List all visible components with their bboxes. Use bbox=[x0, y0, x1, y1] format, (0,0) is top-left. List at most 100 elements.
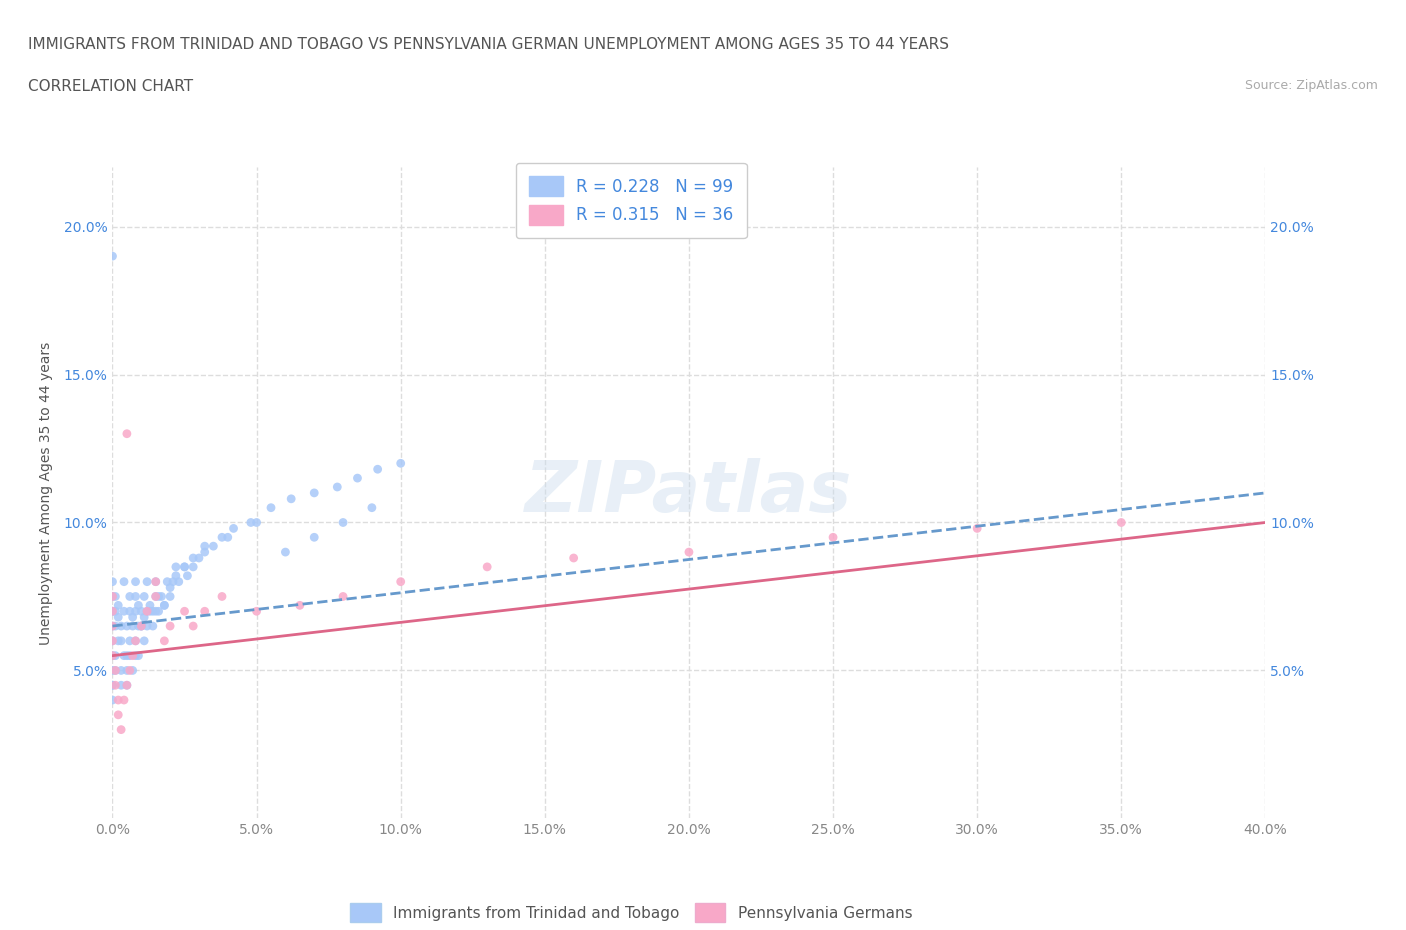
Text: Source: ZipAtlas.com: Source: ZipAtlas.com bbox=[1244, 79, 1378, 92]
Point bbox=[239, 515, 262, 530]
Point bbox=[821, 530, 844, 545]
Point bbox=[101, 604, 124, 618]
Point bbox=[136, 604, 159, 618]
Point bbox=[360, 500, 382, 515]
Point bbox=[127, 618, 149, 633]
Point bbox=[121, 648, 143, 663]
Point bbox=[134, 633, 156, 648]
Point bbox=[115, 426, 138, 441]
Point bbox=[153, 598, 176, 613]
Point bbox=[194, 545, 217, 560]
Point bbox=[112, 604, 135, 618]
Point bbox=[121, 618, 143, 633]
Point bbox=[217, 530, 239, 545]
Point bbox=[115, 678, 138, 693]
Point bbox=[1111, 515, 1133, 530]
Point bbox=[115, 618, 138, 633]
Point bbox=[145, 574, 167, 589]
Point bbox=[101, 633, 124, 648]
Point bbox=[112, 648, 135, 663]
Point bbox=[181, 551, 204, 565]
Point bbox=[304, 530, 326, 545]
Point bbox=[118, 589, 141, 604]
Point bbox=[110, 678, 132, 693]
Point bbox=[280, 491, 302, 506]
Point bbox=[173, 560, 195, 575]
Point bbox=[159, 589, 181, 604]
Point bbox=[101, 663, 124, 678]
Point bbox=[115, 648, 138, 663]
Point bbox=[127, 598, 149, 613]
Point bbox=[104, 604, 127, 618]
Point bbox=[150, 589, 173, 604]
Point bbox=[101, 574, 124, 589]
Point bbox=[332, 589, 354, 604]
Point bbox=[142, 604, 165, 618]
Point bbox=[129, 604, 153, 618]
Point bbox=[562, 551, 585, 565]
Point bbox=[104, 663, 127, 678]
Point bbox=[124, 633, 146, 648]
Point bbox=[139, 604, 162, 618]
Point bbox=[332, 515, 354, 530]
Point bbox=[101, 618, 124, 633]
Point bbox=[139, 598, 162, 613]
Y-axis label: Unemployment Among Ages 35 to 44 years: Unemployment Among Ages 35 to 44 years bbox=[38, 341, 52, 644]
Point bbox=[129, 618, 153, 633]
Point bbox=[101, 648, 124, 663]
Point bbox=[124, 589, 146, 604]
Point bbox=[104, 678, 127, 693]
Point bbox=[288, 598, 311, 613]
Text: IMMIGRANTS FROM TRINIDAD AND TOBAGO VS PENNSYLVANIA GERMAN UNEMPLOYMENT AMONG AG: IMMIGRANTS FROM TRINIDAD AND TOBAGO VS P… bbox=[28, 37, 949, 52]
Point bbox=[124, 633, 146, 648]
Point bbox=[145, 604, 167, 618]
Point bbox=[107, 598, 129, 613]
Point bbox=[121, 610, 143, 625]
Point bbox=[118, 663, 141, 678]
Point bbox=[966, 521, 988, 536]
Point bbox=[326, 480, 349, 495]
Point bbox=[165, 560, 187, 575]
Point bbox=[129, 618, 153, 633]
Point bbox=[129, 618, 153, 633]
Point bbox=[112, 574, 135, 589]
Point bbox=[389, 574, 412, 589]
Point bbox=[110, 633, 132, 648]
Point bbox=[211, 589, 233, 604]
Point bbox=[104, 618, 127, 633]
Point bbox=[124, 604, 146, 618]
Point bbox=[110, 618, 132, 633]
Point bbox=[101, 618, 124, 633]
Point bbox=[159, 580, 181, 595]
Point bbox=[104, 648, 127, 663]
Point bbox=[245, 604, 267, 618]
Point bbox=[181, 618, 204, 633]
Point bbox=[115, 663, 138, 678]
Point bbox=[153, 633, 176, 648]
Point bbox=[101, 589, 124, 604]
Point bbox=[304, 485, 326, 500]
Point bbox=[156, 574, 179, 589]
Point bbox=[118, 604, 141, 618]
Point bbox=[115, 678, 138, 693]
Point bbox=[260, 500, 283, 515]
Point bbox=[107, 693, 129, 708]
Point bbox=[145, 589, 167, 604]
Point bbox=[678, 545, 700, 560]
Point bbox=[134, 589, 156, 604]
Text: ZIPatlas: ZIPatlas bbox=[526, 458, 852, 527]
Point bbox=[176, 568, 198, 583]
Point bbox=[136, 604, 159, 618]
Point bbox=[245, 515, 267, 530]
Point bbox=[222, 521, 245, 536]
Point bbox=[148, 589, 170, 604]
Point bbox=[121, 663, 143, 678]
Point bbox=[101, 678, 124, 693]
Point bbox=[112, 693, 135, 708]
Point bbox=[194, 538, 217, 553]
Point bbox=[274, 545, 297, 560]
Point bbox=[167, 574, 190, 589]
Point bbox=[202, 538, 225, 553]
Point bbox=[101, 693, 124, 708]
Point bbox=[194, 604, 217, 618]
